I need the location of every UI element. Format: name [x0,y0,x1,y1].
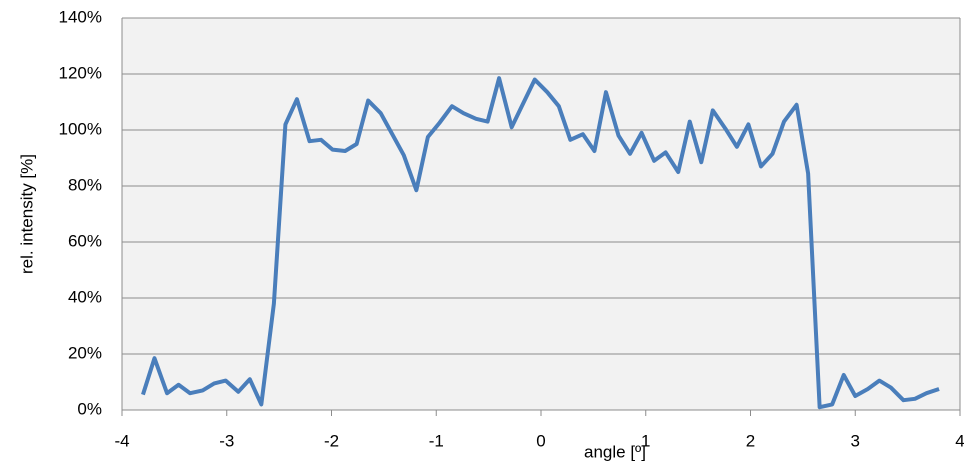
x-axis-label: angle [º] [584,442,646,461]
y-tick-label: 60% [68,231,102,250]
x-tick-label: 4 [955,431,964,450]
y-tick-label: 20% [68,343,102,362]
x-tick-label: 1 [641,431,650,450]
y-tick-label: 140% [59,7,102,26]
x-tick-label: 2 [746,431,755,450]
line [141,76,940,410]
x-tick-label: -2 [324,431,339,450]
x-tick-label: -3 [219,431,234,450]
y-tick-label: 40% [68,287,102,306]
x-tick-label: 3 [851,431,860,450]
y-tick-label: 80% [68,175,102,194]
x-tick-label: 0 [536,431,545,450]
y-tick-label: 0% [77,399,102,418]
x-tick-label: -1 [429,431,444,450]
y-tick-label: 120% [59,63,102,82]
x-tick-label: -4 [114,431,129,450]
y-tick-label: 100% [59,119,102,138]
plot-area [122,18,960,410]
y-axis-label: rel. intensity [%] [17,154,36,274]
